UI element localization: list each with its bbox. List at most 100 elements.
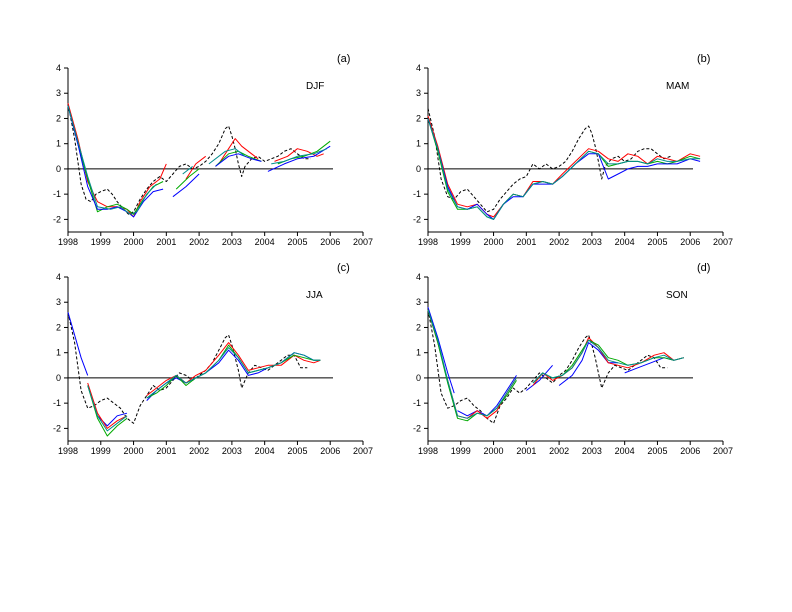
series-line-teal [532, 339, 684, 384]
x-tick-label: 2002 [189, 446, 209, 456]
series-line-green [87, 385, 128, 437]
x-tick-label: 2004 [255, 237, 275, 247]
x-tick-label: 1999 [451, 237, 471, 247]
y-tick-label: 0 [56, 164, 61, 174]
x-tick-label: 1999 [91, 446, 111, 456]
series-line-red [532, 337, 684, 386]
y-tick-label: 3 [416, 297, 421, 307]
x-tick-label: 1998 [418, 237, 438, 247]
y-tick-label: 1 [56, 348, 61, 358]
x-tick-label: 2007 [353, 237, 373, 247]
x-tick-label: 2006 [320, 237, 340, 247]
x-tick-label: 2000 [484, 237, 504, 247]
x-tick-label: 2003 [222, 237, 242, 247]
y-tick-label: 1 [416, 348, 421, 358]
series-line-teal [208, 148, 246, 165]
x-tick-label: 2007 [713, 446, 733, 456]
series-line-blue [67, 105, 164, 218]
season-label: JJA [306, 290, 323, 301]
x-tick-label: 2005 [287, 237, 307, 247]
series-line-obs [427, 108, 671, 213]
y-tick-label: -1 [53, 398, 61, 408]
y-tick-label: 3 [56, 88, 61, 98]
panel-tag: (b) [697, 53, 710, 65]
series-line-obs [67, 312, 308, 424]
x-tick-label: 2001 [156, 446, 176, 456]
series-line-red [427, 309, 517, 419]
series-line-blue [558, 342, 619, 386]
x-tick-label: 2007 [713, 237, 733, 247]
y-tick-label: 4 [416, 272, 421, 282]
series-line-red [274, 148, 324, 162]
chart-panel-son: -2 -1 0 1 2 3 4 1998 1999 2000 2001 2002 2003 2004 200… [413, 262, 733, 456]
y-tick-label: 4 [416, 63, 421, 73]
series-line-blue [172, 173, 200, 198]
series-line-red [427, 115, 701, 218]
panel-tag: (d) [697, 262, 710, 274]
series-line-green [67, 105, 164, 215]
x-tick-label: 2000 [124, 446, 144, 456]
x-tick-label: 2004 [255, 446, 275, 456]
series-line-teal [427, 118, 701, 220]
y-tick-label: 2 [56, 322, 61, 332]
panel-tag: (a) [337, 53, 350, 65]
x-tick-label: 2005 [647, 446, 667, 456]
series-line-blue [67, 312, 89, 376]
series-line-green [532, 339, 684, 384]
x-tick-label: 2003 [222, 446, 242, 456]
x-tick-label: 2005 [287, 446, 307, 456]
series-line-blue [215, 153, 262, 167]
series-line-blue [457, 375, 517, 417]
series-line-blue [267, 145, 331, 172]
series-line-green [427, 309, 517, 422]
x-tick-label: 2001 [516, 237, 536, 247]
x-tick-label: 2000 [124, 237, 144, 247]
series-line-teal [182, 166, 193, 175]
season-label: SON [666, 290, 688, 301]
chart-panel-jja: -2 -1 0 1 2 3 4 1998 1999 2000 2001 2002 2003 2004 200… [53, 262, 373, 456]
x-tick-label: 2003 [582, 446, 602, 456]
y-tick-label: -1 [413, 189, 421, 199]
series-line-red [185, 155, 207, 180]
season-label: DJF [306, 81, 324, 92]
y-tick-label: 0 [416, 164, 421, 174]
x-tick-label: 2000 [484, 446, 504, 456]
series-line-teal [146, 347, 321, 399]
x-tick-label: 1999 [451, 446, 471, 456]
x-tick-label: 2002 [549, 237, 569, 247]
y-tick-label: -2 [53, 214, 61, 224]
y-tick-label: -1 [413, 398, 421, 408]
x-tick-label: 2001 [156, 237, 176, 247]
series-line-red [87, 382, 128, 429]
season-label: MAM [666, 81, 689, 92]
x-tick-label: 1999 [91, 237, 111, 247]
y-tick-label: 0 [56, 373, 61, 383]
y-tick-label: -1 [53, 189, 61, 199]
series-line-teal [427, 309, 517, 419]
x-tick-label: 1998 [418, 446, 438, 456]
series-line-green [175, 168, 200, 190]
y-tick-label: 2 [416, 322, 421, 332]
y-tick-label: 3 [416, 88, 421, 98]
y-tick-label: 0 [416, 373, 421, 383]
series-line-blue [525, 364, 553, 391]
x-tick-label: 2002 [549, 446, 569, 456]
series-line-blue [427, 307, 455, 394]
x-tick-label: 2006 [320, 446, 340, 456]
panel-tag: (c) [337, 262, 350, 274]
y-tick-label: 2 [416, 113, 421, 123]
x-tick-label: 2007 [353, 446, 373, 456]
x-tick-label: 1998 [58, 237, 78, 247]
series-line-teal [87, 385, 128, 432]
y-tick-label: -2 [53, 423, 61, 433]
x-tick-label: 2002 [189, 237, 209, 247]
x-tick-label: 2006 [680, 237, 700, 247]
x-tick-label: 2001 [516, 446, 536, 456]
y-tick-label: -2 [413, 423, 421, 433]
series-line-blue [146, 349, 321, 401]
series-line-teal [67, 105, 157, 215]
y-tick-label: 3 [56, 297, 61, 307]
y-tick-label: 2 [56, 113, 61, 123]
x-tick-label: 2006 [680, 446, 700, 456]
